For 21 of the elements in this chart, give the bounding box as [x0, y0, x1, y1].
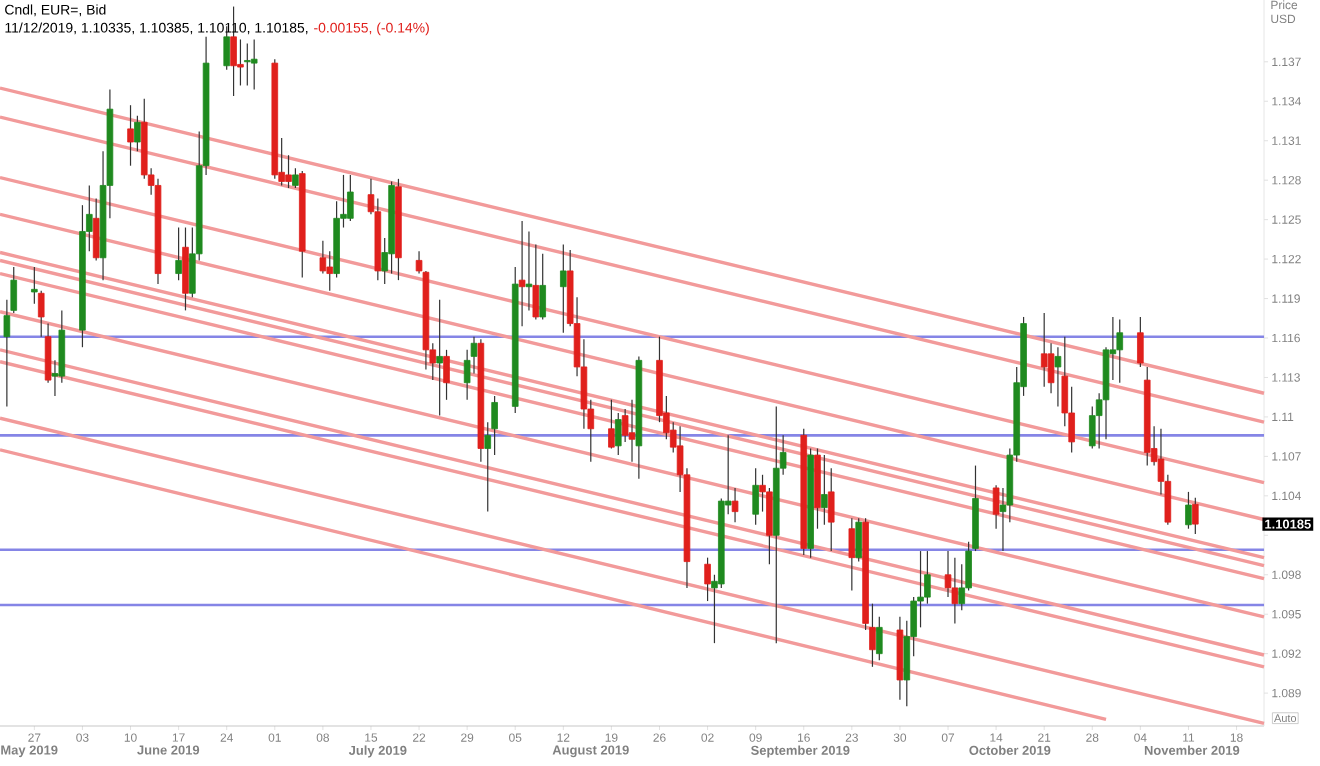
candlestick — [1116, 318, 1124, 384]
candlestick — [250, 38, 258, 91]
candlestick — [182, 226, 189, 311]
candlestick — [752, 467, 759, 526]
candlestick — [347, 174, 354, 222]
candlestick — [539, 253, 546, 321]
candlestick — [1185, 491, 1192, 530]
candlestick — [175, 226, 182, 281]
candlestick — [560, 244, 567, 334]
candlestick — [628, 399, 636, 463]
candlestick — [951, 557, 959, 625]
candlestick — [127, 104, 134, 167]
candlestick — [1040, 312, 1048, 388]
candlestick — [821, 454, 828, 526]
candlestick — [436, 299, 443, 417]
candlestick — [1192, 497, 1199, 535]
candlestick — [244, 42, 251, 87]
candlestick — [608, 399, 615, 450]
candlestick — [848, 517, 856, 592]
candlestick — [1137, 316, 1144, 368]
candlestick — [285, 154, 292, 189]
